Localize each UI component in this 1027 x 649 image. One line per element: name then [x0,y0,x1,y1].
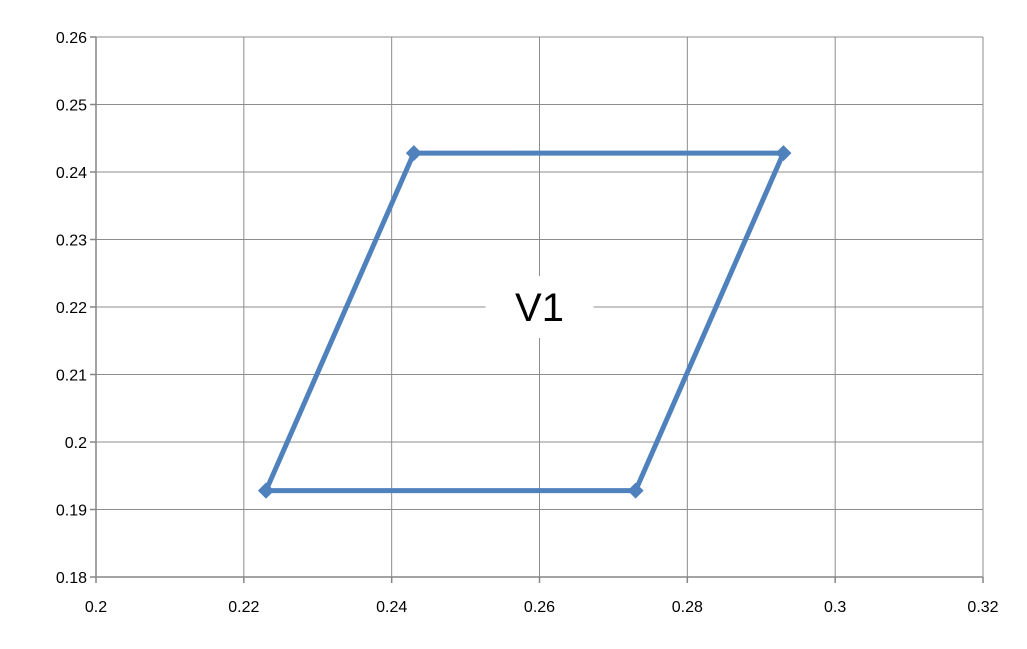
y-tick-label: 0.21 [56,368,87,385]
annotation-box [485,276,594,338]
y-tick-label: 0.26 [56,30,87,47]
y-tick-label: 0.24 [56,165,87,182]
x-tick-label: 0.3 [824,599,846,616]
y-tick-label: 0.25 [56,98,87,115]
y-tick-label: 0.18 [56,570,87,587]
annotation-label: V1 [515,286,564,330]
series-line-segment [633,150,786,494]
x-tick-label: 0.26 [524,599,555,616]
data-point-marker [405,145,422,162]
data-point-marker [775,145,792,162]
series-line-segment [263,150,417,494]
x-tick-label: 0.24 [376,599,407,616]
series-layer [258,145,792,499]
y-tick-label: 0.2 [65,435,87,452]
x-tick-label: 0.22 [228,599,259,616]
tick-label-layer: 0.2 0.22 0.24 0.26 0.28 0.3 0.32 0.18 0.19 0.2 0.2… [56,30,999,616]
x-tick-label: 0.2 [85,599,107,616]
data-point-marker [627,482,644,499]
y-tick-label: 0.19 [56,503,87,520]
annotation-layer: V1 [485,276,594,338]
x-tick-label: 0.32 [967,599,998,616]
y-tick-label: 0.22 [56,300,87,317]
y-tick-label: 0.23 [56,233,87,250]
x-tick-label: 0.28 [672,599,703,616]
axis-layer [90,36,984,583]
data-point-marker [258,482,275,499]
